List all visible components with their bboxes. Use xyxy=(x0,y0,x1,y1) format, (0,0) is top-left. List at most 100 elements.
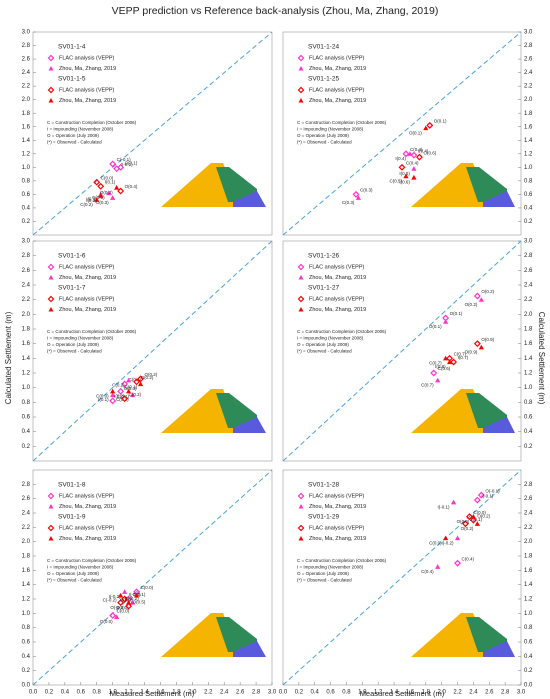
y-tick-label: 0.6 xyxy=(524,415,533,421)
y-tick-label: 2.4 xyxy=(524,283,533,289)
point-label: O(0.2) xyxy=(461,526,474,531)
point xyxy=(114,185,120,190)
point xyxy=(129,392,136,398)
point-label: O(0.3) xyxy=(124,386,137,391)
y-tick-label: 1.6 xyxy=(524,568,533,574)
note: I = Impounding (November 2008) xyxy=(47,565,114,570)
point xyxy=(109,612,117,619)
y-tick-label: 3.0 xyxy=(22,239,31,245)
legend-marker xyxy=(48,307,54,312)
legend-label: FLAC analysis (VEPP) xyxy=(309,525,364,531)
point xyxy=(97,182,105,190)
legend-marker xyxy=(47,524,55,532)
dam-core xyxy=(216,393,257,428)
note: O = Operation (July 2009) xyxy=(47,342,99,347)
point-label: O(0.1) xyxy=(429,324,442,329)
point-label: I(0.4) xyxy=(418,148,429,153)
point xyxy=(121,395,129,403)
point-label: I(-0.1) xyxy=(121,162,134,167)
x-tick-label: 0.6 xyxy=(326,690,335,696)
point xyxy=(473,496,481,504)
y-tick-label: 0.8 xyxy=(524,625,533,631)
point xyxy=(117,599,125,607)
note: C = Construction Completion (October 200… xyxy=(297,329,387,334)
point-label: C(0.0) xyxy=(141,585,154,590)
point-label: O(0.1) xyxy=(434,119,447,124)
y-tick-label: 2.4 xyxy=(22,511,31,517)
point-label: C(0.0) xyxy=(117,609,130,614)
note: C = Construction Completion (October 200… xyxy=(47,120,137,125)
note: (*) = Observed - Calculated xyxy=(297,349,352,354)
point-label: O(0.9) xyxy=(481,337,494,342)
point xyxy=(447,359,453,365)
point-label: C(0.0) xyxy=(101,175,114,180)
x-tick-label: 0.4 xyxy=(61,690,70,696)
note: I = Impounding (November 2008) xyxy=(47,336,114,341)
point xyxy=(110,195,116,200)
legend-marker xyxy=(297,263,305,271)
y-tick-label: 1.0 xyxy=(22,385,31,391)
legend-marker xyxy=(48,98,54,103)
legend-marker xyxy=(47,492,55,500)
legend-group-title: SV01-1-4 xyxy=(58,44,86,51)
point xyxy=(435,377,441,383)
legend-label: FLAC analysis (VEPP) xyxy=(309,264,364,270)
point-label: I(0.1) xyxy=(98,397,109,402)
note: I = Impounding (November 2008) xyxy=(297,336,364,341)
y-tick-label: 2.8 xyxy=(524,482,533,488)
point xyxy=(473,292,481,300)
legend-label: Zhou, Ma, Zhang, 2019 xyxy=(309,307,366,313)
y-tick-label: 0.6 xyxy=(22,415,31,421)
point xyxy=(423,125,429,131)
legend-marker xyxy=(48,504,54,509)
legend-label: Zhou, Ma, Zhang, 2019 xyxy=(309,536,366,542)
point xyxy=(94,197,100,202)
x-tick-label: 2.0 xyxy=(188,690,197,696)
point xyxy=(126,388,132,394)
point-label: I(0.1) xyxy=(105,179,116,184)
point xyxy=(121,380,129,388)
y-tick-label: 0.4 xyxy=(22,206,31,212)
legend-label: Zhou, Ma, Zhang, 2019 xyxy=(309,275,366,281)
y-tick-label: 2.8 xyxy=(22,482,31,488)
point-label: C(0.1) xyxy=(125,385,138,390)
point xyxy=(411,166,417,171)
x-tick-label: 2.4 xyxy=(469,690,478,696)
x-tick-label: 2.8 xyxy=(252,690,261,696)
y-tick-label: 1.4 xyxy=(22,582,31,588)
y-tick-label: 1.6 xyxy=(22,341,31,347)
legend-label: FLAC analysis (VEPP) xyxy=(59,493,114,499)
point xyxy=(109,160,117,168)
point-label: O(0.6) xyxy=(423,150,436,155)
point-label: O(0.4) xyxy=(125,184,138,189)
y-tick-label: 0.8 xyxy=(22,400,31,406)
x-tick-label: 1.8 xyxy=(422,690,431,696)
legend-marker xyxy=(297,86,305,94)
y-tick-label: 0.6 xyxy=(524,192,533,198)
legend-group-title: SV01-1-26 xyxy=(308,253,339,260)
legend-label: Zhou, Ma, Zhang, 2019 xyxy=(309,66,366,72)
point-label: O(0.0) xyxy=(116,605,129,610)
point-label: C(0.1) xyxy=(117,394,130,399)
point-label: O(-0.1) xyxy=(485,488,500,493)
legend-group-title: SV01-1-9 xyxy=(58,514,86,521)
y-tick-label: 0.2 xyxy=(524,668,533,674)
legend-group-title: SV01-1-6 xyxy=(58,253,86,260)
legend-label: FLAC analysis (VEPP) xyxy=(309,296,364,302)
legend-marker xyxy=(298,504,304,509)
y-tick-label: 1.2 xyxy=(22,151,31,157)
point xyxy=(402,150,410,158)
y-tick-label: 2.2 xyxy=(524,84,533,90)
point-label: C(-0.2) xyxy=(103,598,118,603)
y-tick-label: 2.8 xyxy=(524,253,533,259)
y-tick-label: 1.8 xyxy=(524,327,533,333)
point-label: C(0.3) xyxy=(342,200,355,205)
point xyxy=(114,614,120,619)
point xyxy=(454,535,461,541)
y-tick-label: 3.0 xyxy=(22,30,31,36)
note: (*) = Observed - Calculated xyxy=(47,578,102,583)
legend-group-title: SV01-1-25 xyxy=(308,76,339,83)
y-tick-label: 0.6 xyxy=(524,640,533,646)
legend-marker xyxy=(48,275,54,280)
note: C = Construction Completion (October 200… xyxy=(47,329,137,334)
